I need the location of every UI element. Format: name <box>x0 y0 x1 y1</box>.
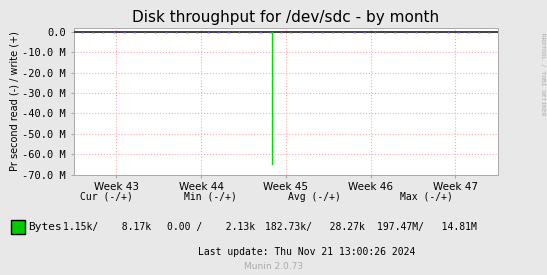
Text: 0.00 /    2.13k: 0.00 / 2.13k <box>166 222 255 232</box>
Text: Last update: Thu Nov 21 13:00:26 2024: Last update: Thu Nov 21 13:00:26 2024 <box>197 247 415 257</box>
Text: 1.15k/    8.17k: 1.15k/ 8.17k <box>62 222 151 232</box>
Text: Avg (-/+): Avg (-/+) <box>288 192 341 202</box>
Title: Disk throughput for /dev/sdc - by month: Disk throughput for /dev/sdc - by month <box>132 10 439 25</box>
Text: Munin 2.0.73: Munin 2.0.73 <box>244 262 303 271</box>
Text: RRDTOOL / TOBI OETIKER: RRDTOOL / TOBI OETIKER <box>541 33 546 116</box>
Text: 197.47M/   14.81M: 197.47M/ 14.81M <box>377 222 476 232</box>
Text: Max (-/+): Max (-/+) <box>400 192 453 202</box>
Text: Bytes: Bytes <box>28 222 62 232</box>
Text: 182.73k/   28.27k: 182.73k/ 28.27k <box>265 222 364 232</box>
Text: Cur (-/+): Cur (-/+) <box>80 192 133 202</box>
Y-axis label: Pr second read (-) / write (+): Pr second read (-) / write (+) <box>10 31 20 171</box>
Text: Min (-/+): Min (-/+) <box>184 192 237 202</box>
